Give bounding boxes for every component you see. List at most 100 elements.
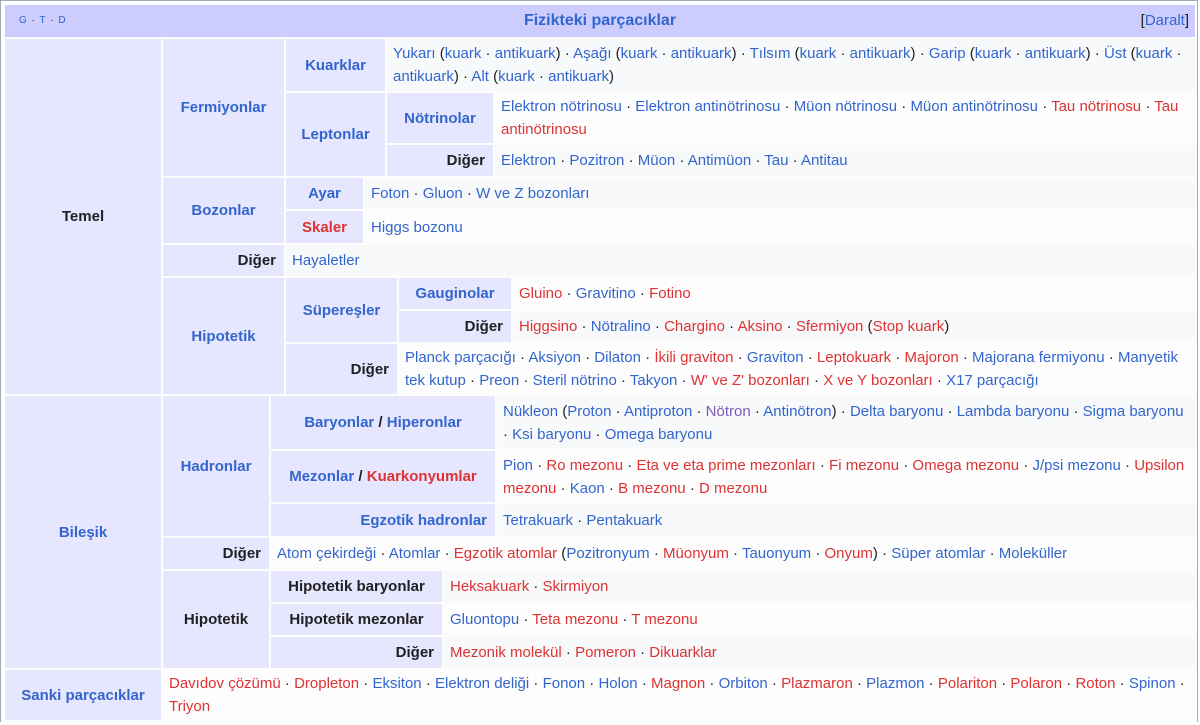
nav-link[interactable]: kuark bbox=[444, 45, 482, 62]
nav-link[interactable]: Nötron bbox=[705, 402, 751, 420]
nav-link[interactable]: Steril nötrino bbox=[532, 372, 617, 389]
nav-link[interactable]: Foton bbox=[371, 185, 410, 202]
nav-link[interactable]: Pozitron bbox=[569, 152, 625, 169]
nav-link[interactable]: kuark bbox=[498, 68, 535, 85]
nav-link[interactable]: Atomlar bbox=[388, 545, 441, 562]
nav-link[interactable]: Eta ve eta prime mezonları bbox=[636, 456, 816, 474]
nav-link[interactable]: Fi mezonu bbox=[829, 456, 900, 474]
nav-link[interactable]: Dikuarklar bbox=[649, 644, 717, 661]
nav-link[interactable]: Elektron nötrinosu bbox=[501, 98, 622, 115]
nav-link[interactable]: Eksiton bbox=[372, 675, 422, 692]
nav-link[interactable]: Süper atomlar bbox=[891, 545, 986, 562]
nav-link[interactable]: Antimüon bbox=[687, 152, 752, 169]
hiperonlar-link[interactable]: Hiperonlar bbox=[386, 414, 462, 431]
nav-link[interactable]: Elektron bbox=[501, 152, 557, 169]
nav-link[interactable]: Alt bbox=[471, 68, 489, 85]
nav-link[interactable]: Üst bbox=[1103, 45, 1127, 62]
nav-link[interactable]: Kaon bbox=[569, 479, 605, 497]
nav-link[interactable]: Graviton bbox=[746, 349, 804, 366]
nav-link[interactable]: Aksino bbox=[737, 318, 783, 335]
nav-link[interactable]: antikuark bbox=[670, 45, 732, 62]
nav-link[interactable]: Higgs bozonu bbox=[371, 218, 463, 236]
group-hipotetik-temel[interactable]: Hipotetik bbox=[163, 278, 284, 394]
nav-link[interactable]: kuark bbox=[1135, 45, 1173, 62]
nav-link[interactable]: Tau nötrinosu bbox=[1051, 98, 1142, 115]
nav-link[interactable]: Dilaton bbox=[594, 349, 641, 366]
nav-link[interactable]: Dropleton bbox=[294, 675, 360, 692]
nav-link[interactable]: Aksiyon bbox=[528, 349, 581, 366]
nav-link[interactable]: Planck parçacığı bbox=[405, 349, 516, 366]
nav-link[interactable]: Davıdov çözümü bbox=[169, 675, 281, 692]
edit-link[interactable]: D bbox=[58, 15, 67, 26]
nav-link[interactable]: Gluon bbox=[422, 185, 463, 202]
nav-link[interactable]: Omega mezonu bbox=[912, 456, 1020, 474]
nav-link[interactable]: Delta baryonu bbox=[849, 402, 944, 420]
collapse-button[interactable]: Daralt bbox=[1144, 12, 1185, 29]
nav-link[interactable]: Nükleon bbox=[503, 402, 559, 420]
nav-link[interactable]: Polariton bbox=[937, 675, 998, 692]
nav-link[interactable]: Stop kuark bbox=[872, 318, 945, 335]
nav-link[interactable]: Chargino bbox=[664, 318, 725, 335]
nav-link[interactable]: Magnon bbox=[651, 675, 706, 692]
nav-link[interactable]: Majoron bbox=[904, 349, 959, 366]
group-bilesik[interactable]: Bileşik bbox=[5, 396, 161, 668]
nav-link[interactable]: Aşağı bbox=[573, 45, 612, 62]
talk-link[interactable]: T bbox=[39, 15, 47, 26]
nav-link[interactable]: Pomeron bbox=[575, 644, 636, 661]
nav-link[interactable]: Garip bbox=[928, 45, 966, 62]
nav-link[interactable]: Holon bbox=[598, 675, 638, 692]
group-leptonlar[interactable]: Leptonlar bbox=[286, 93, 385, 176]
nav-link[interactable]: Leptokuark bbox=[816, 349, 892, 366]
nav-link[interactable]: Hayaletler bbox=[292, 252, 360, 269]
nav-link[interactable]: Proton bbox=[567, 402, 612, 420]
nav-link[interactable]: T mezonu bbox=[631, 611, 698, 628]
nav-link[interactable]: Mezonik molekül bbox=[450, 644, 562, 661]
nav-link[interactable]: İkili graviton bbox=[654, 349, 734, 366]
nav-link[interactable]: Gluontopu bbox=[450, 611, 520, 628]
nav-link[interactable]: antikuark bbox=[393, 68, 454, 85]
nav-link[interactable]: Fotino bbox=[649, 285, 691, 302]
nav-link[interactable]: Moleküller bbox=[998, 545, 1068, 562]
group-fermiyonlar[interactable]: Fermiyonlar bbox=[163, 39, 284, 176]
group-ayar[interactable]: Ayar bbox=[286, 178, 363, 209]
nav-link[interactable]: Takyon bbox=[629, 372, 678, 389]
mezonlar-link[interactable]: Mezonlar bbox=[289, 468, 355, 485]
nav-link[interactable]: antikuark bbox=[548, 68, 609, 85]
nav-link[interactable]: B mezonu bbox=[618, 479, 686, 497]
group-bozonlar[interactable]: Bozonlar bbox=[163, 178, 284, 243]
nav-link[interactable]: X17 parçacığı bbox=[946, 372, 1039, 389]
nav-link[interactable]: kuark bbox=[620, 45, 658, 62]
nav-link[interactable]: Gravitino bbox=[575, 285, 636, 302]
nav-link[interactable]: Plazmaron bbox=[781, 675, 853, 692]
nav-link[interactable]: X ve Y bozonları bbox=[823, 372, 933, 389]
nav-link[interactable]: Lambda baryonu bbox=[956, 402, 1070, 420]
nav-link[interactable]: Egzotik atomlar bbox=[453, 545, 558, 562]
nav-link[interactable]: Teta mezonu bbox=[532, 611, 619, 628]
nav-link[interactable]: Tau bbox=[764, 152, 789, 169]
nav-link[interactable]: J/psi mezonu bbox=[1032, 456, 1121, 474]
group-skaler[interactable]: Skaler bbox=[286, 211, 363, 243]
nav-link[interactable]: Sfermiyon bbox=[795, 318, 864, 335]
nav-link[interactable]: Sigma baryonu bbox=[1082, 402, 1184, 420]
nav-link[interactable]: antikuark bbox=[849, 45, 911, 62]
nav-link[interactable]: Nötralino bbox=[590, 318, 651, 335]
nav-link[interactable]: Antitau bbox=[800, 152, 848, 169]
nav-link[interactable]: Triyon bbox=[169, 698, 211, 715]
nav-link[interactable]: Yukarı bbox=[393, 45, 436, 62]
nav-link[interactable]: Müon nötrinosu bbox=[793, 98, 898, 115]
nav-link[interactable]: Spinon bbox=[1128, 675, 1176, 692]
nav-link[interactable]: Orbiton bbox=[718, 675, 768, 692]
nav-link[interactable]: Elektron antinötrinosu bbox=[635, 98, 781, 115]
nav-link[interactable]: W' ve Z' bozonları bbox=[690, 372, 810, 389]
group-superesler[interactable]: Süpereşler bbox=[286, 278, 397, 342]
nav-link[interactable]: Tetrakuark bbox=[503, 511, 574, 529]
nav-link[interactable]: W ve Z bozonları bbox=[476, 185, 590, 202]
nav-link[interactable]: Pozitronyum bbox=[566, 545, 650, 562]
nav-link[interactable]: Roton bbox=[1075, 675, 1116, 692]
nav-link[interactable]: Omega baryonu bbox=[604, 425, 713, 443]
group-kuarklar[interactable]: Kuarklar bbox=[286, 39, 385, 91]
nav-link[interactable]: Upsilon mezonu bbox=[503, 456, 1189, 497]
nav-link[interactable]: Ro mezonu bbox=[546, 456, 624, 474]
group-egzotik-hadronlar[interactable]: Egzotik hadronlar bbox=[271, 504, 495, 536]
kuarkonyumlar-link[interactable]: Kuarkonyumlar bbox=[366, 468, 477, 485]
